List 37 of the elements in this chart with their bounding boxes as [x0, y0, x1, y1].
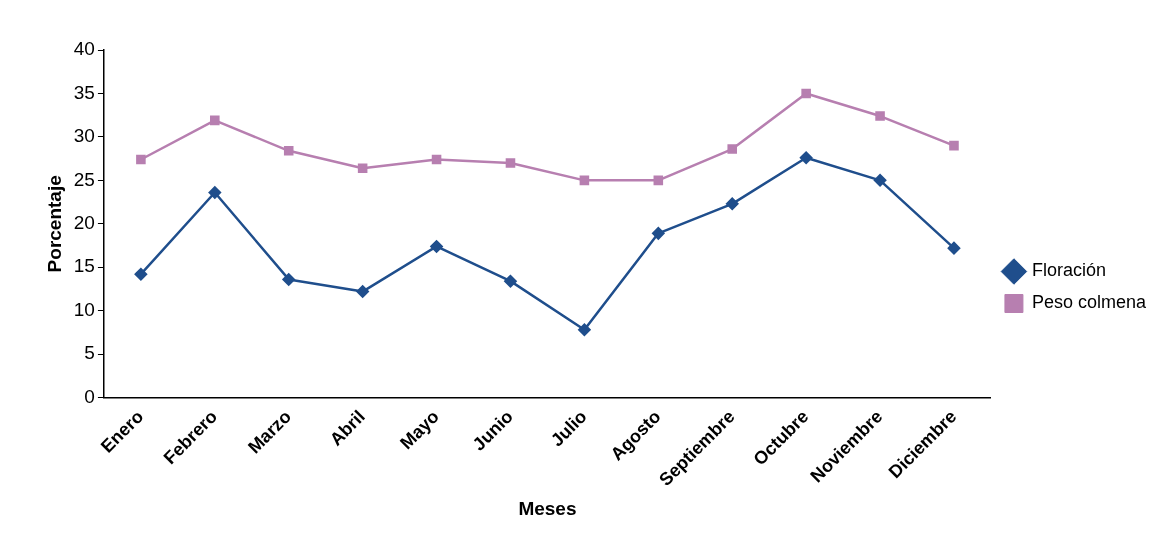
legend-label: Floración	[1031, 260, 1106, 281]
point	[801, 88, 811, 99]
y-tick-label: 15	[73, 255, 95, 277]
point	[949, 140, 959, 151]
point	[725, 197, 739, 211]
legend-label: Peso colmena	[1031, 292, 1147, 313]
point	[727, 144, 738, 154]
y-tick-label: 5	[84, 342, 95, 364]
y-tick-label: 35	[73, 81, 95, 103]
point	[356, 285, 369, 298]
point	[208, 186, 222, 199]
point	[875, 111, 885, 121]
point	[579, 175, 590, 186]
point	[283, 146, 294, 156]
x-axis-title: Meses	[518, 497, 577, 519]
y-tick-label: 25	[73, 168, 95, 190]
y-tick-label: 0	[84, 385, 95, 407]
point	[873, 174, 887, 187]
point	[282, 273, 295, 286]
point	[504, 274, 517, 288]
point	[357, 163, 368, 173]
y-tick-label: 20	[73, 212, 95, 234]
y-tick-label: 40	[73, 38, 95, 60]
point	[652, 227, 665, 240]
point	[799, 151, 813, 165]
point	[947, 241, 961, 255]
point	[210, 115, 220, 126]
point	[431, 154, 442, 165]
point	[134, 267, 148, 281]
y-axis-title: Porcentaje	[43, 175, 65, 273]
point	[430, 240, 443, 253]
y-tick-label: 10	[73, 298, 95, 320]
point	[578, 323, 591, 337]
point	[505, 158, 516, 168]
point	[136, 154, 146, 165]
y-tick-label: 30	[73, 125, 95, 147]
point	[653, 175, 664, 186]
